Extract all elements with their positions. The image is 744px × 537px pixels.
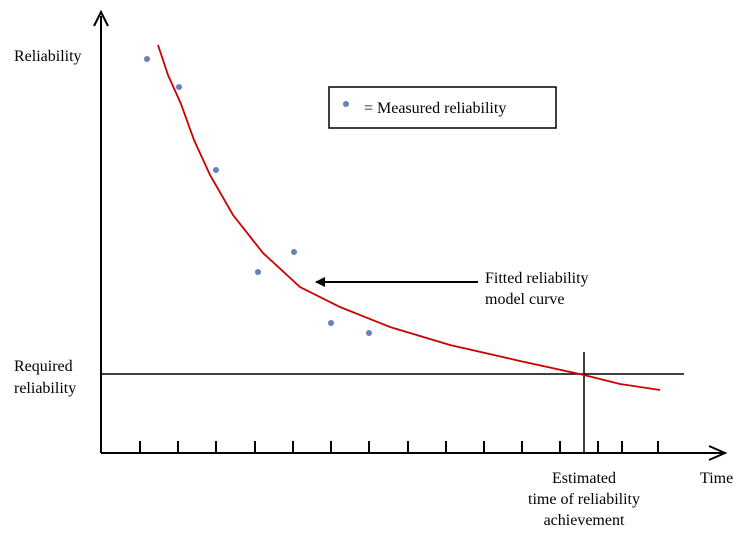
- annotation: Required: [14, 358, 73, 375]
- x-axis-label: Time: [700, 470, 733, 487]
- measured-points: [144, 56, 372, 336]
- legend-marker: [343, 101, 349, 107]
- y-axis-arrow: [93, 9, 109, 27]
- legend: = Measured reliability: [328, 86, 557, 129]
- point: [291, 249, 297, 255]
- x-axis-arrow: [708, 445, 728, 461]
- axes: [93, 9, 728, 461]
- annotation: reliability: [14, 380, 76, 397]
- point: [144, 56, 150, 62]
- x-ticks: [139, 441, 659, 453]
- point: [176, 84, 182, 90]
- point: [366, 330, 372, 336]
- legend-box: [328, 86, 557, 129]
- point: [255, 269, 261, 275]
- annotation: time of reliability: [528, 491, 640, 508]
- annotation: Fitted reliability: [485, 270, 589, 287]
- annotation: model curve: [485, 291, 565, 308]
- annotation: Estimated: [552, 470, 616, 487]
- legend-label: = Measured reliability: [364, 100, 506, 117]
- annotation: achievement: [544, 512, 625, 529]
- point: [328, 320, 334, 326]
- point: [213, 167, 219, 173]
- y-axis-label: Reliability: [14, 48, 82, 65]
- fitted-curve: [157, 44, 661, 391]
